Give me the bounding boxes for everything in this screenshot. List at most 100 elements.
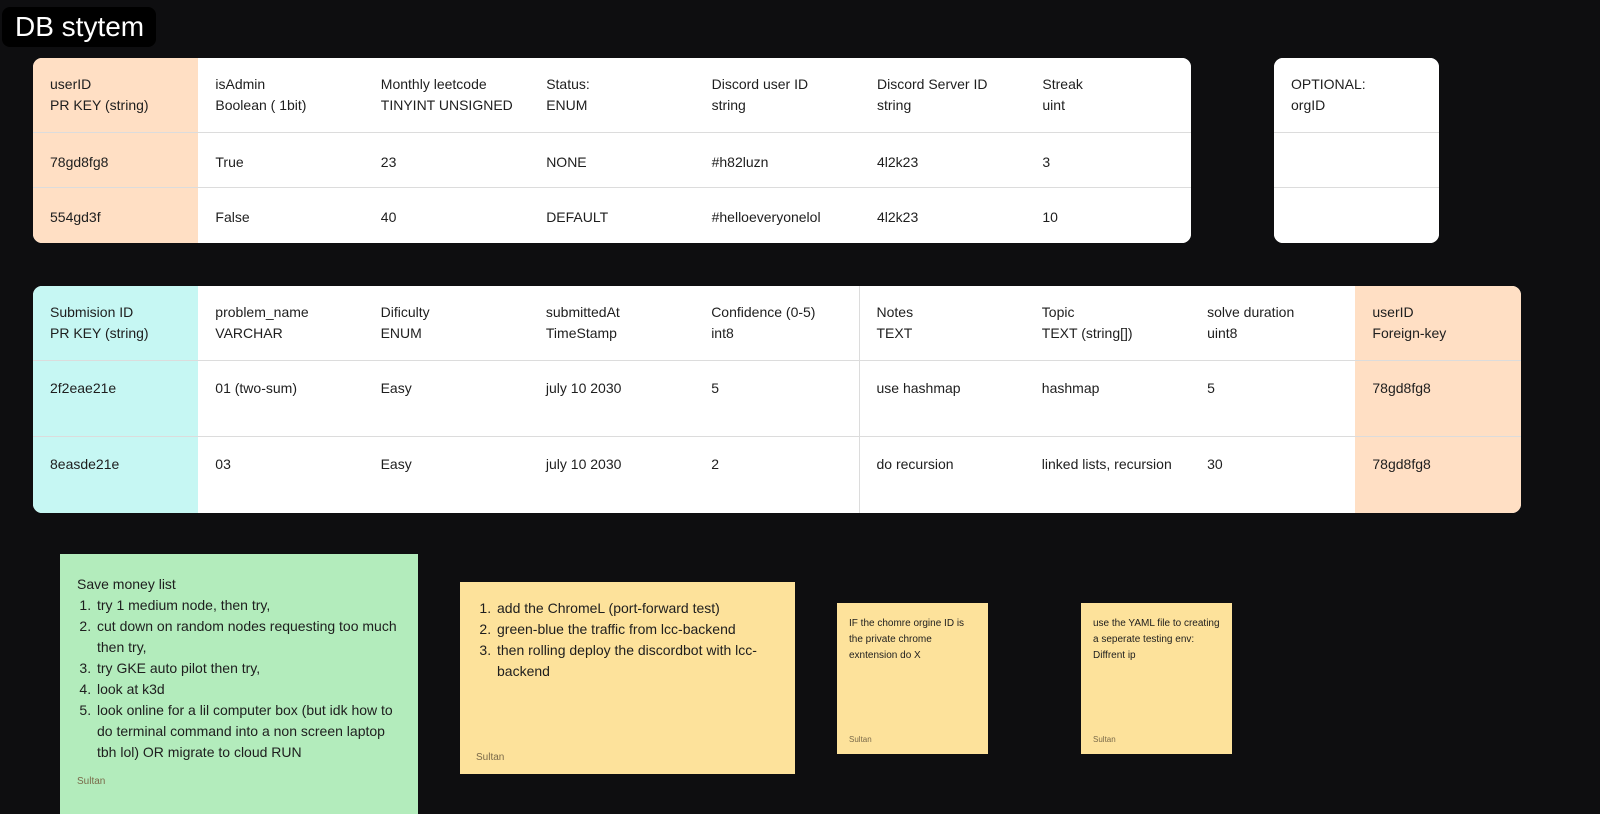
cell-text: 10	[1042, 209, 1058, 225]
cell-text: 30	[1207, 456, 1223, 472]
cell-text: NONE	[546, 154, 587, 170]
header-text: Status:	[546, 76, 590, 92]
header-text: int8	[711, 325, 734, 341]
cell-text: july 10 2030	[545, 380, 622, 396]
cell-text: DEFAULT	[546, 209, 609, 225]
cell-text: #helloeveryonelol	[711, 209, 821, 225]
note-author: Sultan	[1093, 735, 1116, 744]
header-text: Boolean ( 1bit)	[215, 97, 307, 113]
header-text: Streak	[1042, 76, 1083, 92]
header-cell: Confidence (0-5) int8	[694, 286, 861, 361]
table-cell: 23	[363, 133, 531, 188]
table-cell: 554gd3f	[33, 188, 200, 243]
cell-text: 4l2k23	[877, 154, 919, 170]
header-text: TEXT	[876, 325, 913, 341]
table-cell: 8easde21e	[33, 437, 200, 513]
cell-text: 78gd8fg8	[1372, 456, 1431, 472]
table-cell: Easy	[363, 361, 530, 437]
header-cell: userID PR KEY (string)	[33, 58, 200, 133]
note-author: Sultan	[849, 735, 872, 744]
table-cell: 5	[694, 361, 861, 437]
header-text: problem_name	[215, 304, 309, 320]
header-text: TimeStamp	[545, 325, 617, 341]
header-text: uint	[1042, 97, 1065, 113]
table-cell: 03	[198, 437, 365, 513]
cell-text: Easy	[380, 380, 412, 396]
sticky-note: add the ChromeL (port-forward test)green…	[460, 582, 795, 774]
note-item: look online for a lil computer box (but …	[95, 700, 401, 763]
cell-text: 4l2k23	[877, 209, 919, 225]
header-cell: Discord Server ID string	[860, 58, 1027, 133]
sticky-note: use the YAML file to creating a seperate…	[1081, 603, 1232, 754]
header-cell: Notes TEXT	[859, 286, 1026, 361]
cell-text: 03	[215, 456, 231, 472]
db-table: userID PR KEY (string) isAdmin Boolean ( 1b…	[33, 58, 1191, 243]
cell-text: 40	[380, 209, 397, 225]
table-cell: 4l2k23	[860, 133, 1027, 188]
note-item: green-blue the traffic from lcc-backend	[495, 619, 775, 640]
note-item: try GKE auto pilot then try,	[95, 658, 401, 679]
table-cell	[1274, 188, 1439, 243]
table-cell: do recursion	[859, 437, 1026, 513]
cell-text: True	[215, 154, 244, 170]
table-cell: 40	[363, 188, 531, 243]
header-text: solve duration	[1207, 304, 1295, 320]
board-title: DB stytem	[2, 7, 156, 47]
cell-text: False	[215, 209, 250, 225]
note-item: look at k3d	[95, 679, 401, 700]
table-cell: 78gd8fg8	[1355, 437, 1521, 513]
header-text: Monthly leetcode	[380, 76, 487, 92]
cell-text: do recursion	[876, 456, 954, 472]
note-list: try 1 medium node, then try,cut down on …	[77, 595, 401, 763]
header-text: isAdmin	[215, 76, 266, 92]
header-text: PR KEY (string)	[50, 97, 149, 113]
note-item: try 1 medium node, then try,	[95, 595, 401, 616]
table-cell: use hashmap	[859, 361, 1026, 437]
table-cell: 3	[1025, 133, 1191, 188]
cell-text: 2	[711, 456, 719, 472]
note-list: add the ChromeL (port-forward test)green…	[477, 598, 775, 682]
cell-text: #h82luzn	[711, 154, 769, 170]
table-cell: #helloeveryonelol	[694, 188, 861, 243]
table-cell: False	[198, 188, 365, 243]
header-text: uint8	[1207, 325, 1238, 341]
cell-text: hashmap	[1041, 380, 1100, 396]
header-cell: Status: ENUM	[529, 58, 696, 133]
header-cell: solve duration uint8	[1190, 286, 1357, 361]
cell-text: 554gd3f	[50, 209, 101, 225]
header-text: OPTIONAL:	[1291, 76, 1366, 92]
header-cell: Dificulty ENUM	[363, 286, 530, 361]
header-text: Confidence (0-5)	[711, 304, 816, 320]
table-cell: 78gd8fg8	[33, 133, 200, 188]
note-author: Sultan	[77, 776, 106, 787]
header-text: ENUM	[546, 97, 588, 113]
header-text: Notes	[876, 304, 914, 320]
cell-text: Easy	[380, 456, 412, 472]
header-cell: Submision ID PR KEY (string)	[33, 286, 200, 361]
cell-text: linked lists, recursion	[1041, 456, 1172, 472]
sticky-note: Save money list try 1 medium node, then …	[60, 554, 418, 814]
cell-text: 23	[380, 154, 397, 170]
header-cell: Streak uint	[1025, 58, 1191, 133]
header-text: Topic	[1041, 304, 1075, 320]
header-cell: Monthly leetcode TINYINT UNSIGNED	[363, 58, 531, 133]
table-cell: 4l2k23	[860, 188, 1027, 243]
table-cell: True	[198, 133, 365, 188]
table-cell: DEFAULT	[529, 188, 696, 243]
db-table: Submision ID PR KEY (string) problem_name V…	[33, 286, 1521, 513]
table-cell: july 10 2030	[528, 361, 696, 437]
table-cell: #h82luzn	[694, 133, 861, 188]
header-text: string	[877, 97, 912, 113]
cell-text: 78gd8fg8	[1372, 380, 1431, 396]
cell-text: 5	[711, 380, 719, 396]
cell-text: use hashmap	[876, 380, 961, 396]
header-cell: problem_name VARCHAR	[198, 286, 365, 361]
header-text: string	[711, 97, 746, 113]
header-cell: isAdmin Boolean ( 1bit)	[198, 58, 365, 133]
note-item: add the ChromeL (port-forward test)	[495, 598, 775, 619]
header-cell: submittedAt TimeStamp	[528, 286, 696, 361]
note-item: then rolling deploy the discordbot with …	[495, 640, 775, 682]
db-table: OPTIONAL: orgID	[1274, 58, 1439, 243]
header-text: Discord user ID	[711, 76, 809, 92]
